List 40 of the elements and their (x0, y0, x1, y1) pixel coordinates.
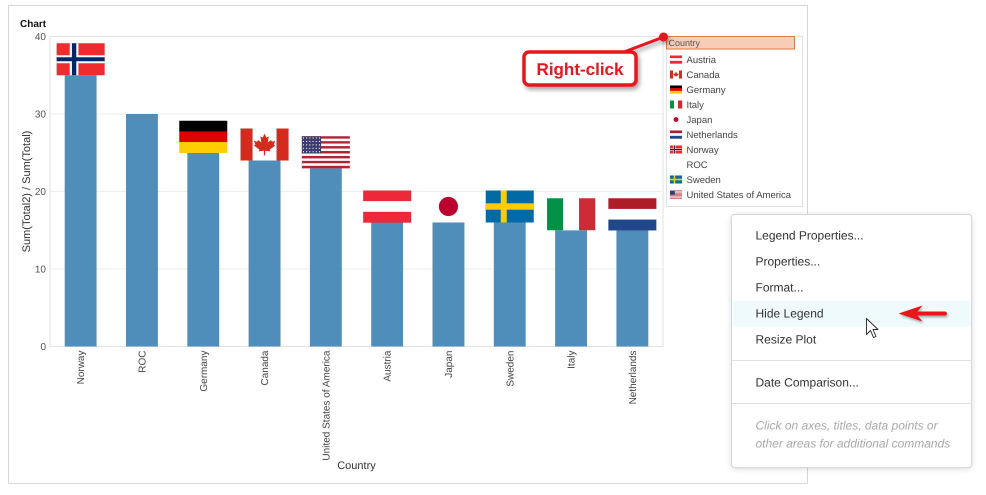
x-tick-label: Netherlands (628, 350, 639, 404)
text: Italy (686, 100, 704, 111)
x-axis-title: Country (337, 460, 376, 472)
bar (432, 222, 464, 346)
text: Canada (686, 70, 720, 81)
y-tick-label: 10 (34, 264, 46, 276)
chart-title: Chart (20, 19, 47, 30)
text: Austria (686, 54, 717, 66)
x-tick-label: Japan (444, 350, 455, 378)
text: Format... (756, 280, 804, 295)
y-tick-label: 30 (34, 110, 46, 120)
x-tick-label: Norway (76, 350, 88, 384)
text: Hide Legend (756, 306, 824, 321)
x-tick-label: ROC (137, 350, 148, 373)
text: United States of America (686, 190, 792, 201)
text: Japan (686, 114, 712, 126)
y-tick-label: 40 (34, 32, 46, 43)
bar (126, 114, 158, 346)
text: Legend Properties... (756, 228, 864, 243)
x-tick-label: United States of America (321, 350, 332, 461)
y-tick-label: 20 (34, 187, 46, 198)
x-tick-label: Germany (198, 350, 210, 392)
text: Germany (686, 84, 726, 96)
text: Netherlands (686, 130, 738, 141)
x-tick-label: Italy (566, 350, 578, 369)
x-tick-label: Sweden (505, 350, 516, 387)
y-tick-label: 0 (40, 342, 46, 353)
text: Norway (686, 144, 719, 156)
legend-title: Country (668, 38, 701, 48)
annotation: Right-click (536, 60, 624, 79)
text: Click on axes, titles, data points or other areas for additional commands (756, 418, 950, 451)
text: Resize Plot (756, 332, 817, 347)
x-tick-label: Austria (382, 350, 394, 382)
text: Properties... (756, 254, 820, 269)
bar (248, 160, 280, 346)
text: Sweden (686, 174, 721, 186)
text: Date Comparison... (756, 376, 859, 390)
text: ROC (686, 160, 708, 171)
y-axis-title: Sum(Total2) / Sum(Total) (21, 130, 33, 252)
x-tick-label: Canada (260, 350, 272, 386)
